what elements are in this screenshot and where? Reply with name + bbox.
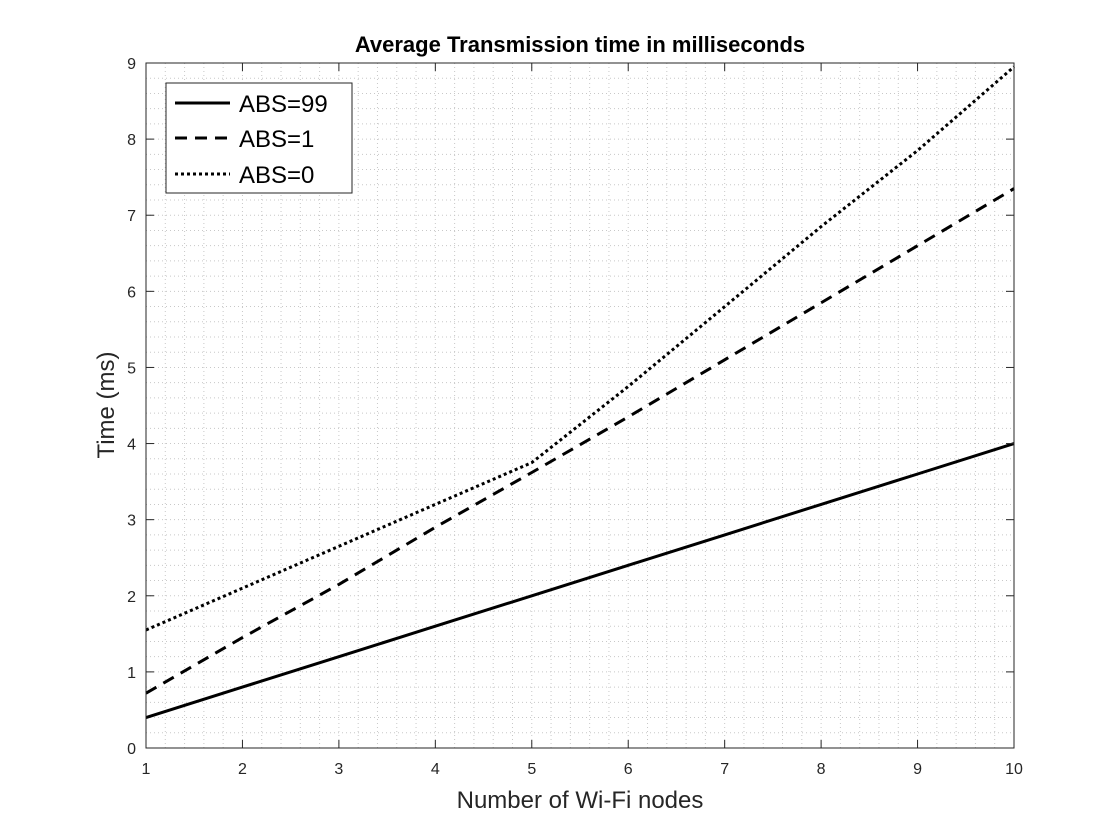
x-tick-label: 10 — [1005, 761, 1023, 778]
x-tick-label: 1 — [142, 761, 151, 778]
y-tick-label: 5 — [127, 360, 136, 377]
y-tick-label: 8 — [127, 132, 136, 149]
x-tick-label: 7 — [720, 761, 729, 778]
y-tick-label: 6 — [127, 284, 136, 301]
y-tick-label: 7 — [127, 208, 136, 225]
y-tick-label: 9 — [127, 56, 136, 73]
series-line-abs-99 — [145, 442, 1015, 720]
x-axis-label: Number of Wi-Fi nodes — [457, 787, 704, 814]
x-tick-label: 3 — [334, 761, 343, 778]
chart-title: Average Transmission time in millisecond… — [355, 32, 805, 57]
legend-label-abs-99: ABS=99 — [239, 91, 328, 118]
axis-ticks — [145, 62, 1015, 749]
series-layer — [145, 65, 1015, 720]
legend-label-abs-0: ABS=0 — [239, 162, 314, 189]
x-tick-label: 6 — [624, 761, 633, 778]
y-axis-label: Time (ms) — [93, 351, 120, 458]
legend: ABS=99 ABS=1 ABS=0 — [165, 82, 353, 194]
y-tick-label: 1 — [127, 665, 136, 682]
x-tick-label: 9 — [913, 761, 922, 778]
y-tick-label: 0 — [127, 741, 136, 758]
x-tick-label: 2 — [238, 761, 247, 778]
y-tick-label: 3 — [127, 513, 136, 530]
y-tick-label: 2 — [127, 589, 136, 606]
series-line-abs-1 — [145, 187, 1015, 695]
legend-label-abs-1: ABS=1 — [239, 126, 314, 153]
x-tick-label: 4 — [431, 761, 440, 778]
series-line-abs-0 — [145, 65, 1015, 632]
x-tick-label: 8 — [817, 761, 826, 778]
x-tick-label: 5 — [527, 761, 536, 778]
y-tick-label: 4 — [127, 437, 136, 454]
plot-frame — [145, 62, 1015, 749]
